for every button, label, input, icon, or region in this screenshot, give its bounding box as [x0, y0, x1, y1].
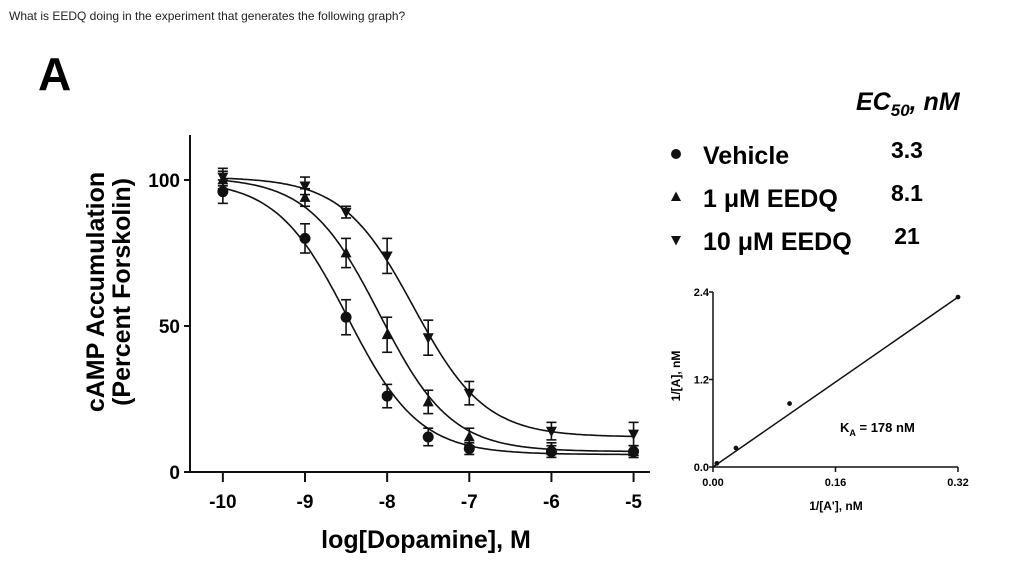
data-point-triangle-up	[340, 246, 352, 258]
legend-ec50-value: 3.3	[891, 137, 923, 163]
data-point-triangle-down	[463, 388, 475, 400]
legend-ec50-value: 8.1	[891, 180, 923, 206]
inset-fit-line	[712, 296, 959, 468]
inset-x-tick-label: 0.32	[947, 477, 968, 489]
legend: EC50, nM Vehicle 3.3 1 μM EEDQ 8.1 10 μM EED…	[671, 88, 961, 256]
data-point-circle	[381, 390, 393, 402]
legend-rows: Vehicle 3.3 1 μM EEDQ 8.1 10 μM EEDQ 21	[671, 137, 923, 256]
ec50-header-sub: 50	[891, 101, 910, 120]
inset-annotation-sub: A	[849, 428, 856, 438]
main-y-tick-label: 0	[169, 463, 180, 484]
data-point-triangle-down	[545, 426, 557, 438]
data-point-triangle-up	[545, 442, 557, 454]
inset-annotation: KA = 178 nM	[840, 420, 915, 438]
legend-ec50-value: 21	[894, 223, 920, 249]
data-point-triangle-up	[628, 445, 640, 456]
inset-x-tick-label: 0.16	[825, 477, 846, 489]
inset-data-point	[733, 445, 739, 451]
data-point-triangle-down	[381, 251, 393, 262]
inset-y-tick-label: 1.2	[694, 375, 709, 387]
main-points	[217, 167, 640, 459]
legend-name: 1 μM EEDQ	[703, 185, 838, 213]
main-x-tick-label: -7	[461, 492, 478, 513]
data-point-triangle-down	[340, 207, 352, 219]
data-point-circle	[299, 232, 311, 244]
main-ylabel-line2: (Percent Forskolin)	[108, 178, 136, 406]
legend-name: Vehicle	[703, 142, 789, 170]
inset-annotation-rest: = 178 nM	[856, 420, 915, 435]
schild-inset-chart: 0.0 1.2 2.4 0.00 0.16 0.32 1/[A], nM 1/[A'], …	[669, 287, 969, 513]
main-y-tick-label: 100	[148, 171, 180, 192]
main-ylabel-line1: cAMP Accumulation	[82, 172, 110, 412]
inset-data-point	[787, 401, 792, 406]
main-xlabel: log[Dopamine], M	[321, 526, 531, 554]
data-point-triangle-down	[422, 333, 434, 344]
main-x-tick-label: -8	[379, 492, 396, 513]
inset-data-point	[714, 460, 720, 466]
data-point-circle	[340, 311, 352, 323]
inset-x-tick-label: 0.00	[702, 477, 723, 489]
dose-response-chart: 0 50 100 -10 -9 -8 -7 -6 -5 cAMP Accumulation (P…	[82, 135, 650, 554]
inset-marks	[712, 294, 961, 468]
legend-marker-circle	[671, 149, 681, 159]
ec50-header-unit: , nM	[909, 88, 961, 116]
inset-annotation-k: K	[840, 420, 850, 435]
data-point-triangle-up	[463, 430, 475, 442]
data-point-triangle-down	[628, 429, 640, 441]
inset-axes: 0.0 1.2 2.4 0.00 0.16 0.32	[694, 287, 969, 489]
ec50-header-main: EC	[856, 88, 892, 116]
inset-y-tick-label: 0.0	[694, 462, 709, 474]
data-point-circle	[422, 431, 434, 443]
main-y-tick-label: 50	[159, 317, 180, 338]
data-point-triangle-up	[299, 191, 311, 202]
ec50-header: EC50, nM	[856, 88, 961, 120]
main-x-tick-label: -10	[209, 492, 236, 513]
inset-data-point	[955, 294, 961, 300]
main-x-tick-label: -5	[625, 492, 642, 513]
data-point-triangle-up	[381, 328, 393, 340]
data-point-triangle-down	[299, 181, 311, 192]
main-axes: 0 50 100 -10 -9 -8 -7 -6 -5	[148, 135, 650, 513]
legend-name: 10 μM EEDQ	[703, 228, 852, 256]
main-x-tick-label: -6	[543, 492, 560, 513]
inset-ylabel: 1/[A], nM	[669, 351, 683, 402]
data-point-triangle-down	[217, 172, 229, 184]
legend-marker-triangle-up	[671, 191, 681, 201]
panel-label: A	[38, 48, 71, 100]
question-text: What is EEDQ doing in the experiment tha…	[9, 9, 406, 23]
main-x-tick-label: -9	[297, 492, 314, 513]
inset-y-tick-label: 2.4	[694, 287, 710, 299]
legend-marker-triangle-down	[671, 236, 681, 246]
inset-xlabel: 1/[A'], nM	[809, 499, 863, 513]
data-point-triangle-up	[422, 395, 434, 407]
